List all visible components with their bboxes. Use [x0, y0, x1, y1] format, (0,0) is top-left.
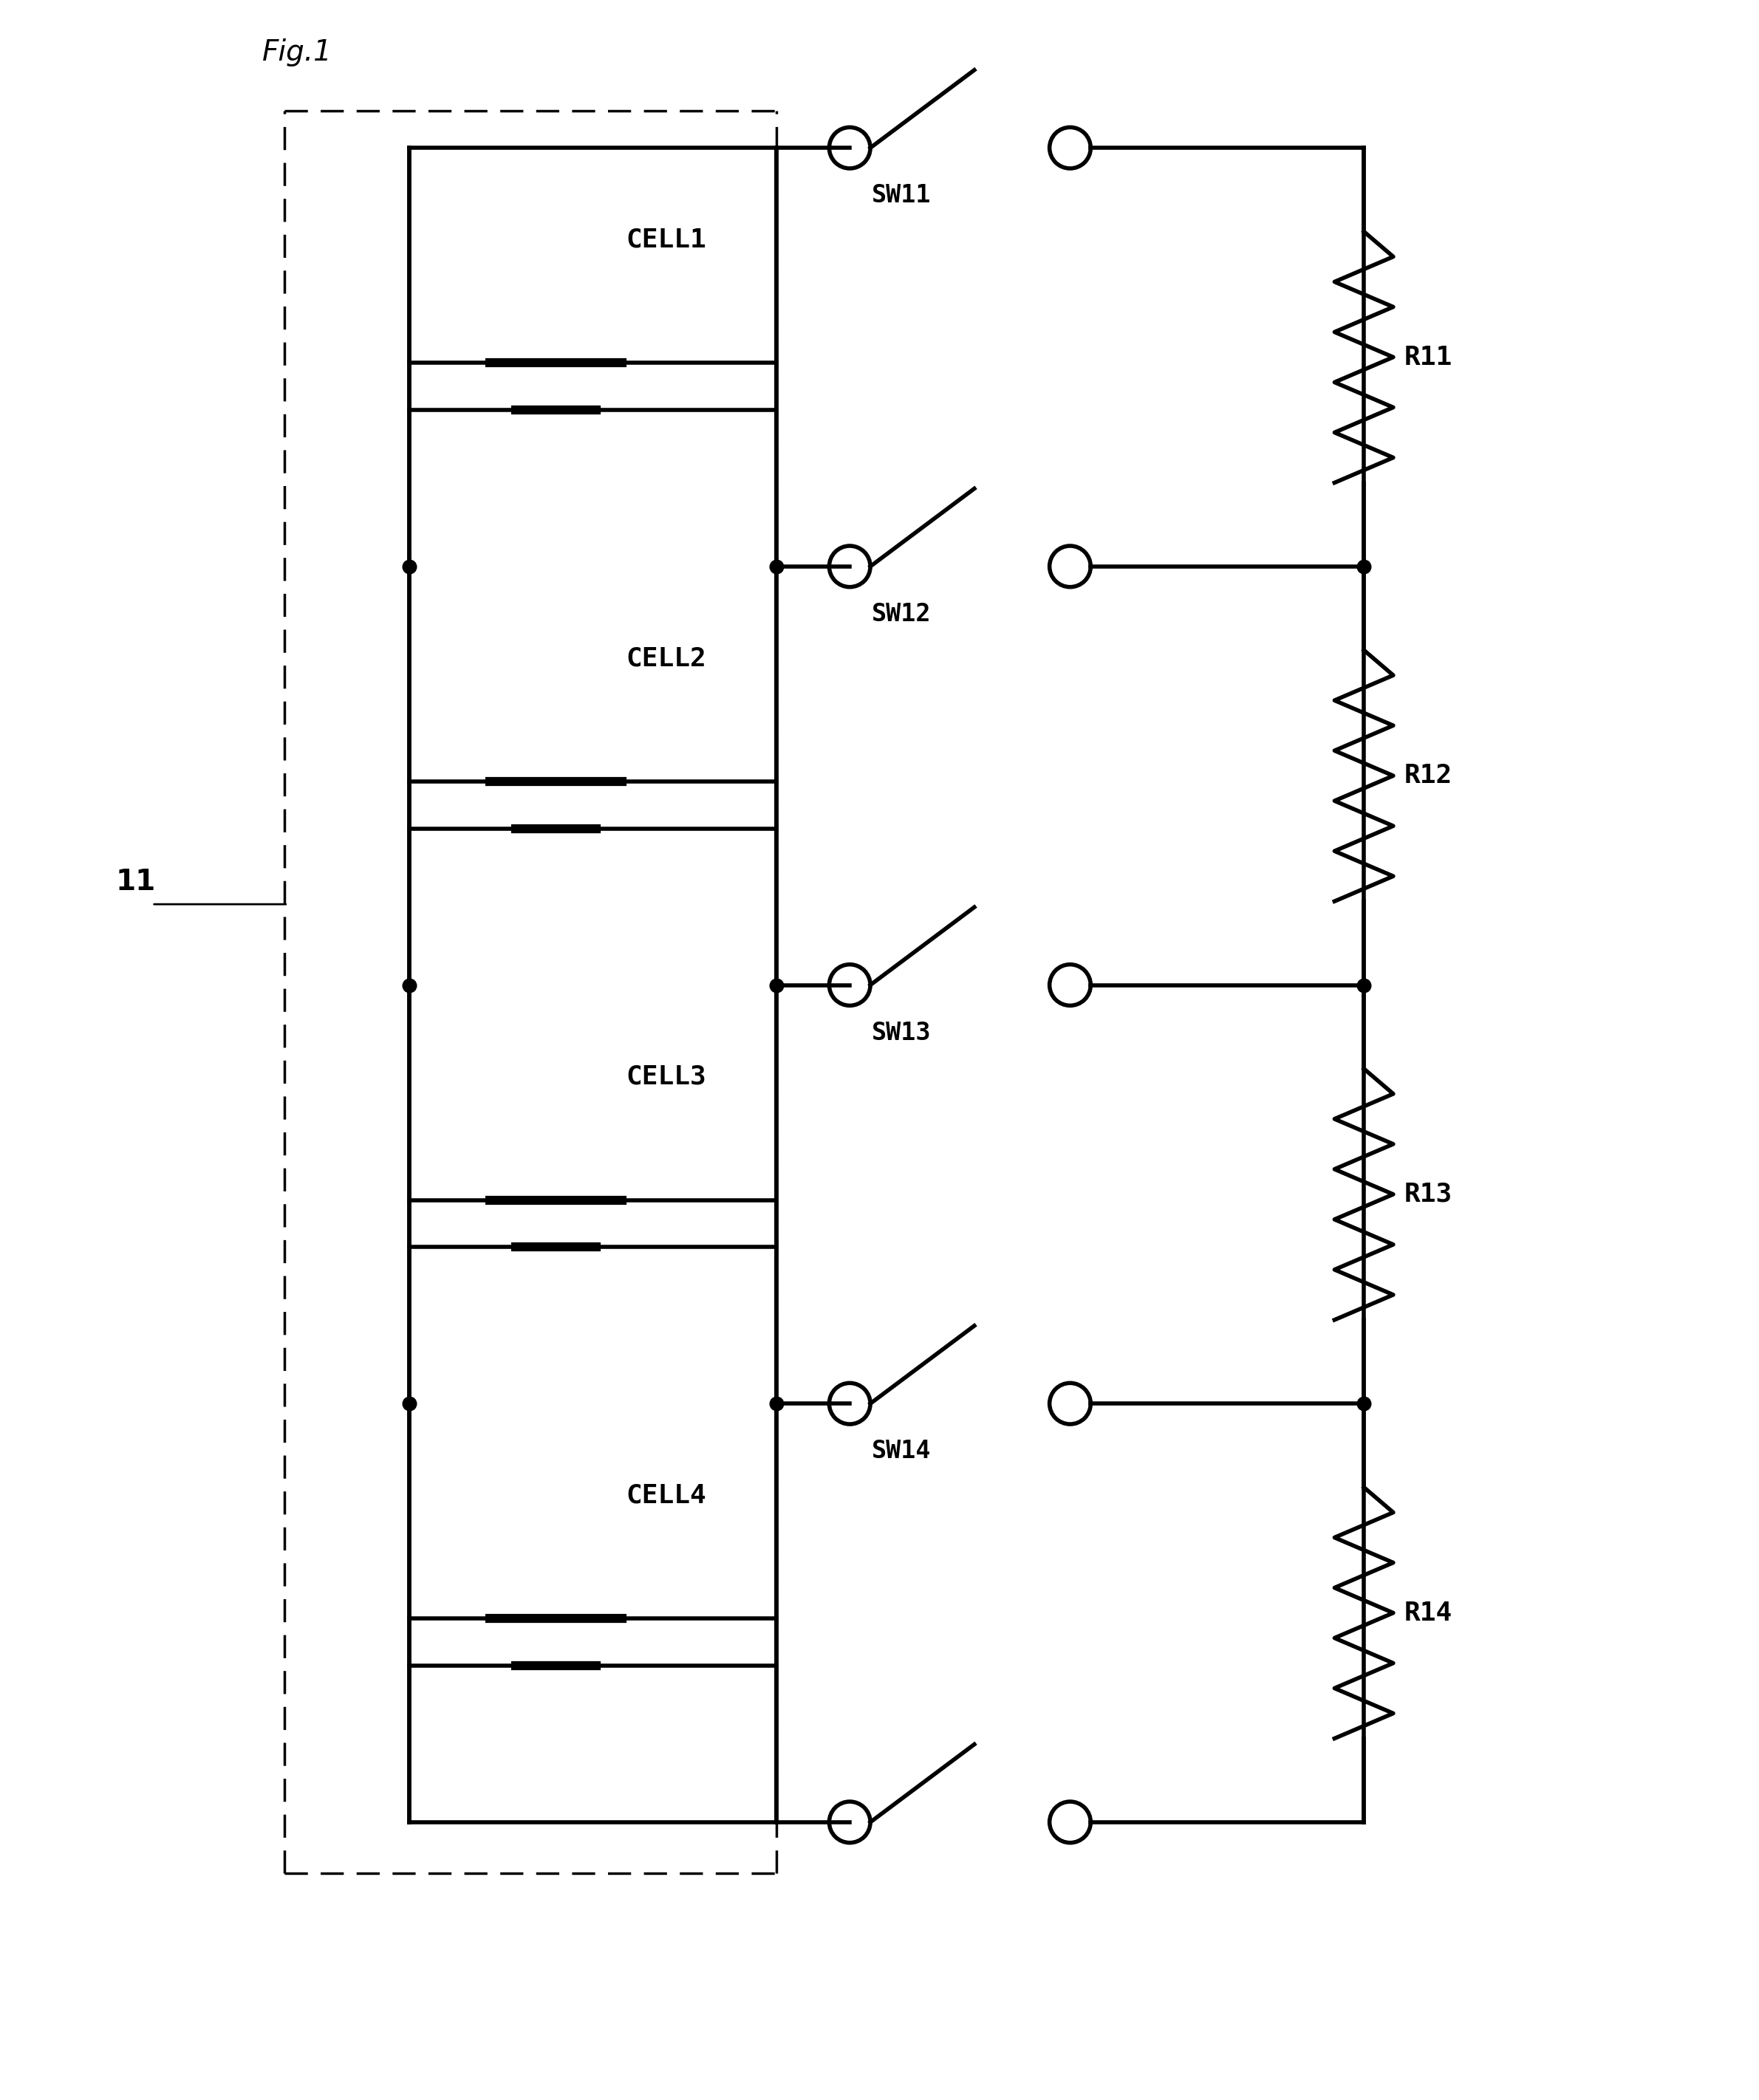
- Point: [396, 550, 424, 584]
- Text: R13: R13: [1404, 1182, 1453, 1208]
- Text: R14: R14: [1404, 1600, 1453, 1625]
- Point: [762, 1386, 790, 1420]
- Text: R11: R11: [1404, 344, 1453, 370]
- Point: [1349, 1386, 1377, 1420]
- Point: [762, 550, 790, 584]
- Text: CELL2: CELL2: [626, 645, 707, 670]
- Text: CELL3: CELL3: [626, 1065, 707, 1090]
- Text: R12: R12: [1404, 762, 1453, 788]
- Text: CELL1: CELL1: [626, 227, 707, 252]
- Text: SW13: SW13: [872, 1021, 931, 1046]
- Point: [1349, 550, 1377, 584]
- Point: [396, 1386, 424, 1420]
- Text: SW12: SW12: [872, 603, 931, 626]
- Text: 11: 11: [116, 867, 155, 897]
- Point: [762, 968, 790, 1002]
- Text: SW14: SW14: [872, 1438, 931, 1464]
- Text: CELL4: CELL4: [626, 1483, 707, 1508]
- Point: [1349, 968, 1377, 1002]
- Text: SW11: SW11: [872, 183, 931, 208]
- Point: [396, 968, 424, 1002]
- Text: Fig.1: Fig.1: [262, 38, 332, 67]
